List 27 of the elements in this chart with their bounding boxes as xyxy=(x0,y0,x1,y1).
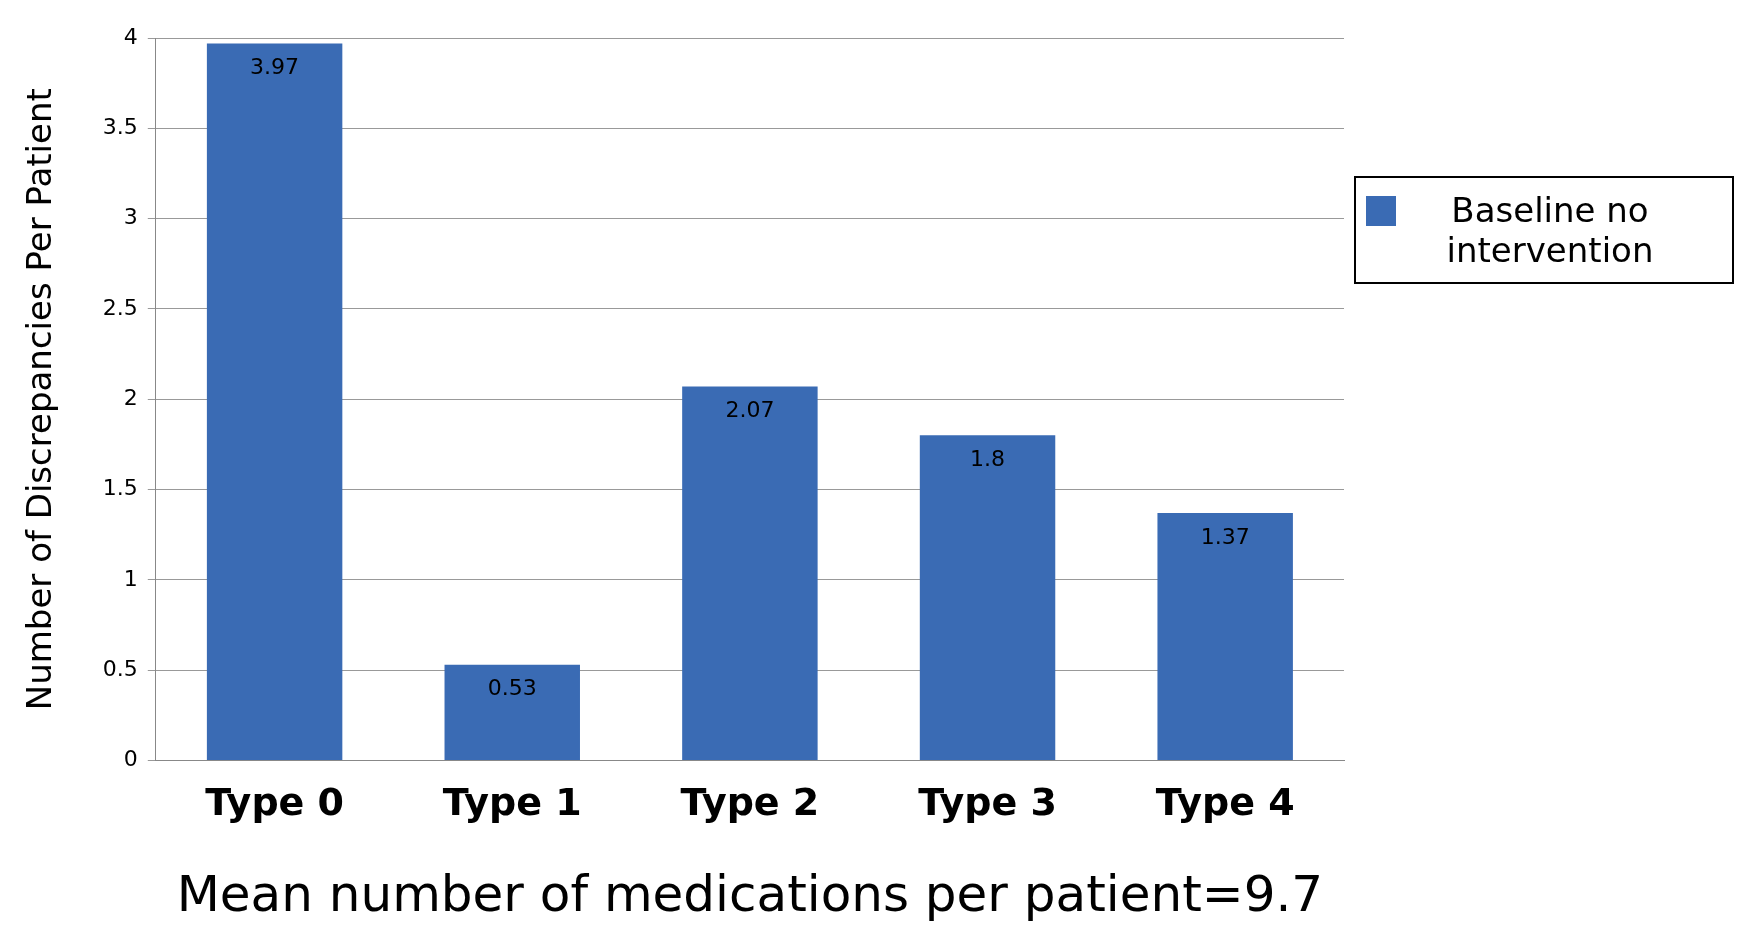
x-tick-label: Type 3 xyxy=(918,780,1057,825)
x-tick-label: Type 2 xyxy=(680,780,820,825)
data-label: 1.8 xyxy=(970,446,1006,472)
data-label: 3.97 xyxy=(250,54,300,80)
y-tick-label: 2.5 xyxy=(102,294,138,320)
y-axis-title: Number of Discrepancies Per Patient xyxy=(19,88,60,711)
bar xyxy=(1157,512,1293,760)
y-tick-label: 3.5 xyxy=(102,114,138,140)
y-tick-label: 1 xyxy=(123,565,138,591)
x-tick-label: Type 1 xyxy=(442,780,582,825)
bar xyxy=(919,435,1056,760)
legend-label: Baseline no intervention xyxy=(1445,190,1655,270)
y-tick-label: 1.5 xyxy=(102,475,138,501)
bar xyxy=(444,664,580,760)
x-tick-label: Type 4 xyxy=(1155,780,1295,825)
data-label: 0.53 xyxy=(487,675,537,701)
y-tick-label: 4 xyxy=(123,23,138,49)
x-tick-label: Type 0 xyxy=(205,780,345,825)
x-axis-title: Mean number of medications per patient=9.7 xyxy=(176,864,1324,923)
bar xyxy=(206,43,343,760)
y-tick-label: 3 xyxy=(123,204,138,230)
y-tick-label: 2 xyxy=(123,384,138,410)
y-tick-label: 0.5 xyxy=(102,655,138,681)
bar xyxy=(682,386,818,760)
data-label: 2.07 xyxy=(725,397,775,423)
data-label: 1.37 xyxy=(1200,523,1250,549)
y-tick-label: 0 xyxy=(123,746,138,772)
